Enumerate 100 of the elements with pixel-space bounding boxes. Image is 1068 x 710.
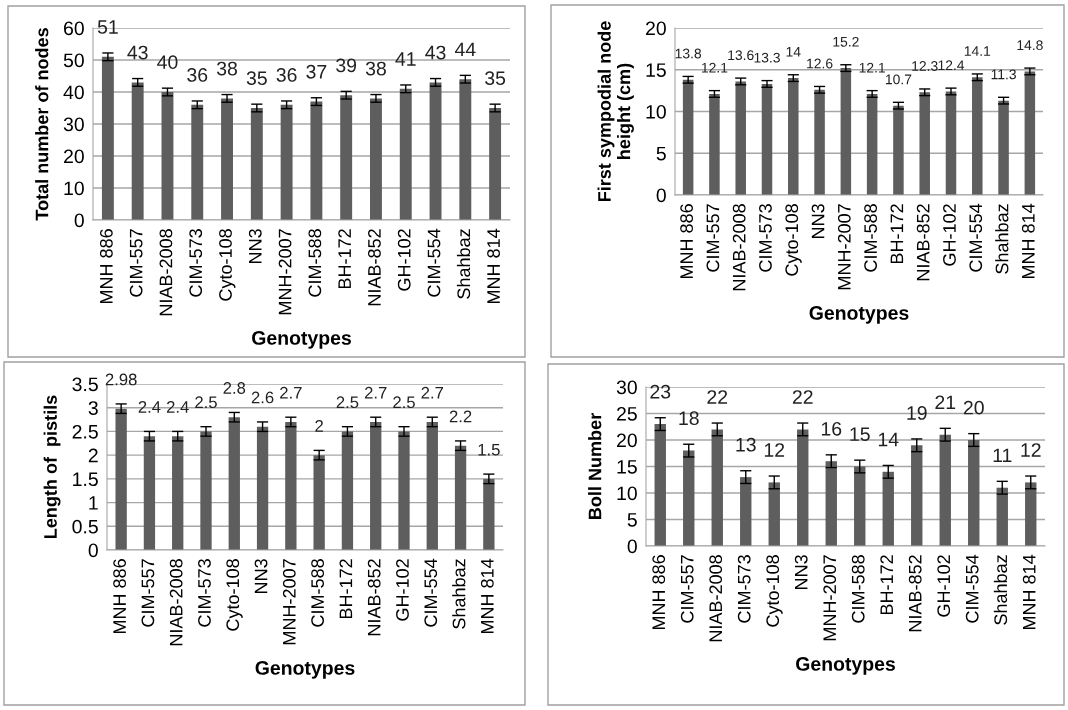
bar — [489, 108, 502, 220]
bar — [968, 440, 980, 546]
y-tick-label: 5 — [656, 146, 666, 161]
x-tick-label: CIM-554 — [969, 203, 983, 272]
data-label: 10.7 — [885, 74, 912, 85]
bar — [761, 83, 773, 195]
data-label: 37 — [306, 64, 327, 79]
bar — [340, 95, 353, 220]
x-tick-label: CIM-573 — [189, 229, 203, 297]
bar — [654, 424, 666, 546]
y-tick-label: 30 — [63, 117, 84, 132]
x-tick-label: GH-102 — [397, 229, 411, 291]
y-tick-label: 15 — [646, 63, 666, 77]
data-label: 12.3 — [912, 61, 938, 71]
y-tick-label: 50 — [63, 53, 84, 68]
x-tick-label: CIM-573 — [198, 559, 211, 627]
x-tick-label: NIAB-2008 — [732, 204, 746, 291]
data-label: 20 — [963, 400, 984, 415]
bar — [131, 82, 144, 220]
x-tick-label: MNH-2007 — [282, 559, 296, 645]
data-label: 43 — [425, 45, 446, 60]
y-tick-label: 20 — [64, 149, 84, 164]
bar — [768, 482, 780, 546]
data-label: 21 — [935, 395, 956, 410]
bar — [709, 93, 720, 195]
data-label: 22 — [792, 390, 813, 404]
data-label: 18 — [679, 411, 699, 426]
bar — [426, 421, 438, 550]
x-tick-label: CIM-554 — [424, 558, 438, 627]
x-tick-label: CIM-588 — [864, 204, 877, 272]
y-tick-label: 10 — [617, 486, 637, 501]
data-label: 12 — [764, 443, 785, 457]
data-label: 2.5 — [393, 396, 415, 409]
x-tick-label: Cyto-108 — [785, 204, 802, 276]
bar — [996, 487, 1008, 546]
bar — [1024, 71, 1036, 195]
y-axis-title: Boll Number — [588, 413, 602, 519]
x-tick-label: MNH 814 — [487, 228, 500, 304]
x-tick-label: MNH 814 — [1022, 554, 1036, 630]
x-tick-label: Shahbaz — [993, 555, 1008, 625]
data-label: 14 — [786, 47, 801, 57]
x-tick-label: MNH-2007 — [837, 204, 851, 290]
x-tick-label: MNH-2007 — [823, 555, 837, 641]
x-tick-label: CIM-588 — [308, 229, 322, 297]
x-tick-label: NN3 — [254, 559, 268, 593]
x-tick-label: GH-102 — [943, 204, 956, 266]
bar — [370, 98, 382, 220]
bar — [101, 56, 114, 220]
bar — [221, 98, 233, 220]
y-tick-label: 10 — [64, 181, 84, 196]
bar — [256, 426, 269, 550]
x-tick-label: MNH 886 — [680, 204, 693, 279]
data-label: 12.4 — [938, 60, 965, 70]
data-label: 38 — [365, 61, 386, 76]
data-label: 1.5 — [478, 443, 500, 456]
data-label: 2.5 — [336, 396, 359, 409]
bar — [797, 429, 809, 546]
data-label: 2.8 — [223, 382, 246, 394]
x-tick-label: Cyto-108 — [219, 229, 236, 301]
y-tick-label: 1.5 — [73, 472, 98, 487]
y-tick-label: 3 — [88, 401, 98, 415]
data-label: 51 — [97, 20, 118, 34]
x-tick-label: CIM-557 — [680, 555, 694, 623]
x-tick-label: BH-172 — [339, 559, 353, 619]
x-axis-title: Genotypes — [809, 306, 909, 324]
x-tick-label: Shahbaz — [995, 204, 1009, 274]
bar — [893, 105, 904, 195]
data-label: 12.1 — [701, 62, 728, 73]
bar — [682, 79, 694, 195]
bar — [399, 88, 412, 220]
data-label: 15 — [850, 427, 870, 442]
y-tick-label: 5 — [627, 513, 637, 527]
x-tick-label: BH-172 — [890, 204, 904, 264]
bar — [285, 421, 297, 550]
x-tick-label: NN3 — [794, 555, 808, 589]
bar — [683, 450, 695, 546]
data-label: 13.8 — [675, 48, 702, 59]
x-axis-title: Genotypes — [252, 331, 351, 349]
bar — [310, 101, 323, 220]
x-tick-label: NIAB-2008 — [709, 555, 723, 642]
x-tick-label: MNH 814 — [480, 558, 494, 634]
bar — [228, 417, 240, 550]
x-tick-label: NIAB-852 — [367, 559, 381, 636]
data-label: 36 — [276, 68, 297, 82]
bar — [740, 477, 752, 546]
data-label: 2.7 — [421, 386, 444, 399]
x-tick-label: CIM-557 — [129, 229, 143, 297]
data-label: 40 — [157, 55, 178, 70]
y-tick-label: 0 — [74, 213, 84, 228]
data-label: 41 — [395, 52, 416, 66]
y-axis-title: Length of pistils — [43, 395, 61, 538]
x-tick-label: GH-102 — [396, 559, 409, 621]
x-tick-label: CIM-557 — [706, 204, 720, 272]
bar — [341, 431, 354, 550]
bar — [825, 461, 837, 546]
data-label: 35 — [485, 71, 506, 86]
data-label: 19 — [907, 406, 927, 420]
x-tick-label: MNH 886 — [99, 229, 113, 304]
data-label: 14.8 — [1017, 40, 1043, 51]
data-label: 44 — [454, 42, 476, 57]
